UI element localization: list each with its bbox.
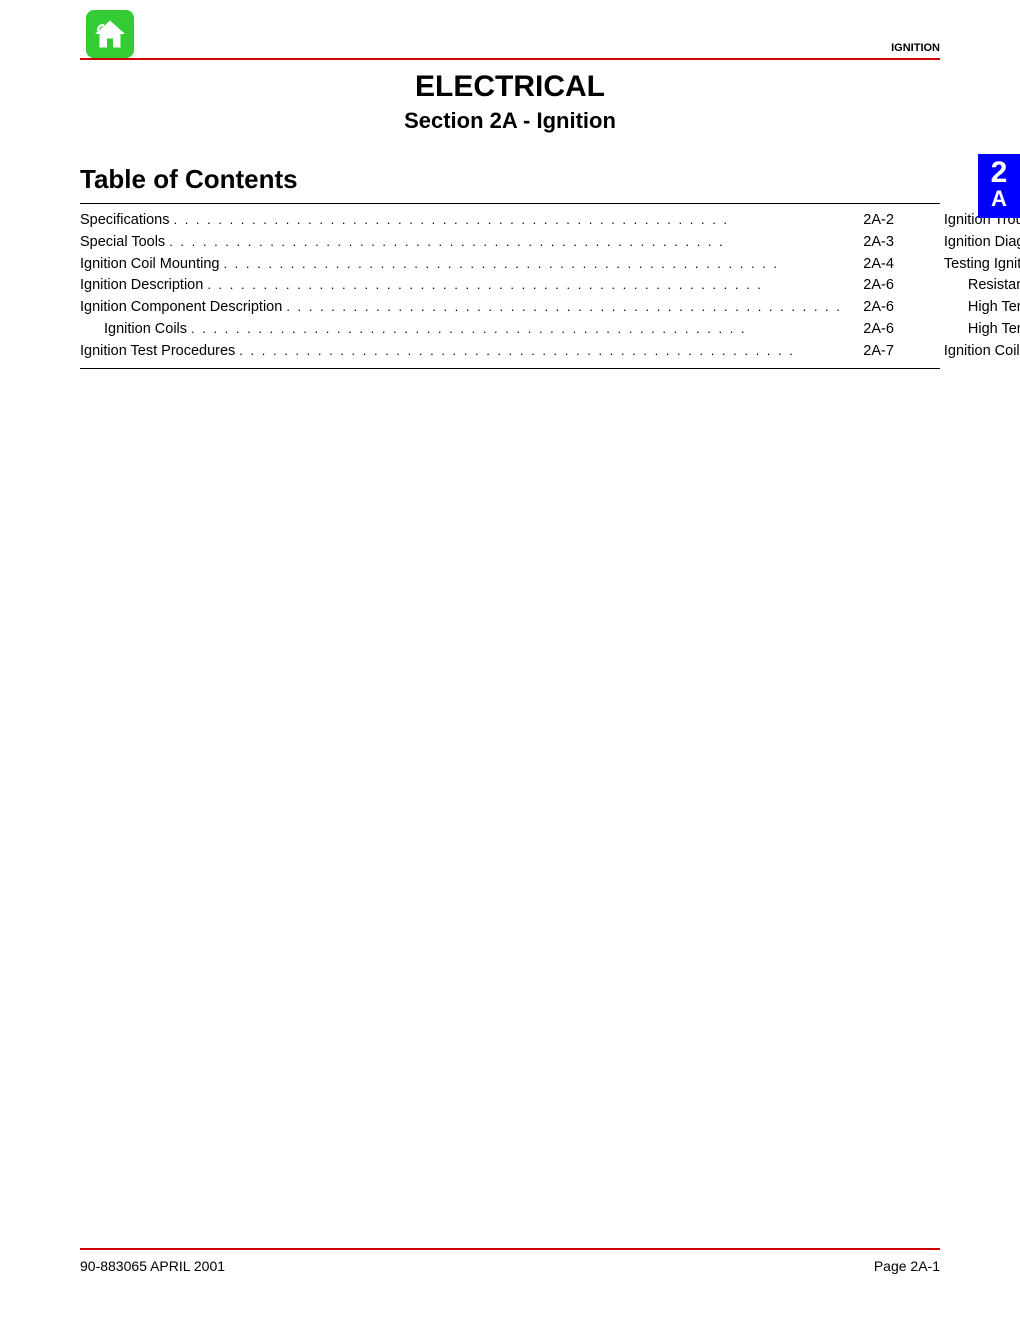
toc-dots [282, 297, 846, 319]
toc-entry[interactable]: Ignition Coil Removal and Installation2A… [944, 341, 1020, 363]
title-sub: Section 2A - Ignition [80, 108, 940, 134]
toc-entry[interactable]: Ignition Coil Mounting 2A-4 [80, 254, 894, 276]
toc-entry[interactable]: Resistance Tests2A-9 [944, 275, 1020, 297]
toc-entry[interactable]: Ignition Diagnostic Procedures2A-8 [944, 232, 1020, 254]
toc-entry-label: Ignition Test Procedures [80, 341, 235, 363]
toc-entry[interactable]: Ignition Coils 2A-6 [80, 319, 894, 341]
footer-page-label: Page 2A-1 [874, 1258, 940, 1274]
footer-doc-id: 90-883065 APRIL 2001 [80, 1258, 225, 1274]
footer: 90-883065 APRIL 2001 Page 2A-1 [80, 1248, 940, 1274]
toc-heading: Table of Contents [80, 164, 940, 195]
page-container: IGNITION ELECTRICAL Section 2A - Ignitio… [0, 0, 1020, 1320]
toc-entry-label: Ignition Coil Mounting [80, 254, 219, 276]
toc-entry-label: High Tension Lead Resistance [968, 319, 1020, 341]
toc-entry[interactable]: Specifications 2A-2 [80, 210, 894, 232]
toc-entry-page: 2A-7 [846, 341, 894, 363]
toc-entry-page: 2A-6 [846, 275, 894, 297]
toc-entry-label: Ignition Component Description [80, 297, 282, 319]
toc-entry-label: Ignition Coil Removal and Installation [944, 341, 1020, 363]
toc-entry[interactable]: Ignition Description 2A-6 [80, 275, 894, 297]
toc-entry-label: Ignition Diagnostic Procedures [944, 232, 1020, 254]
toc-column-left: Specifications2A-2Special Tools2A-3Ignit… [80, 210, 894, 362]
toc-entry-label: Ignition Description [80, 275, 203, 297]
toc-entry-label: Ignition Coils [104, 319, 187, 341]
toc-entry-page: 2A-3 [846, 232, 894, 254]
tab-number: 2 [978, 158, 1020, 188]
top-rule [80, 58, 940, 60]
header-section-label: IGNITION [891, 42, 940, 54]
footer-rule [80, 1248, 940, 1250]
toc-column-right: Ignition Troubleshooting2A-8Ignition Dia… [944, 210, 1020, 362]
toc-dots [169, 210, 845, 232]
toc-entry-page: 2A-2 [846, 210, 894, 232]
toc-entry-label: Testing Ignition Components [944, 254, 1020, 276]
toc-entry[interactable]: Special Tools 2A-3 [80, 232, 894, 254]
toc-container: Specifications2A-2Special Tools2A-3Ignit… [80, 203, 940, 369]
home-icon [92, 16, 128, 52]
section-tab: 2 A [978, 154, 1020, 218]
toc-entry[interactable]: Testing Ignition Components2A-9 [944, 254, 1020, 276]
toc-entry-label: Resistance Tests [968, 275, 1020, 297]
toc-entry[interactable]: High Tension Lead Resistance2A-10 [944, 319, 1020, 341]
toc-dots [165, 232, 846, 254]
toc-entry-page: 2A-4 [846, 254, 894, 276]
toc-entry-label: Specifications [80, 210, 169, 232]
toc-dots [235, 341, 846, 363]
home-button[interactable] [86, 10, 134, 58]
toc-entry-label: Special Tools [80, 232, 165, 254]
toc-entry-label: High Tension Lead Removal/Installation [968, 297, 1020, 319]
toc-entry-page: 2A-6 [846, 319, 894, 341]
title-main: ELECTRICAL [80, 70, 940, 104]
toc-dots [187, 319, 846, 341]
toc-entry[interactable]: High Tension Lead Removal/Installation2A… [944, 297, 1020, 319]
toc-entry[interactable]: Ignition Component Description 2A-6 [80, 297, 894, 319]
toc-dots [219, 254, 845, 276]
toc-entry-page: 2A-6 [846, 297, 894, 319]
toc-entry[interactable]: Ignition Test Procedures 2A-7 [80, 341, 894, 363]
tab-letter: A [978, 188, 1020, 210]
toc-dots [203, 275, 846, 297]
